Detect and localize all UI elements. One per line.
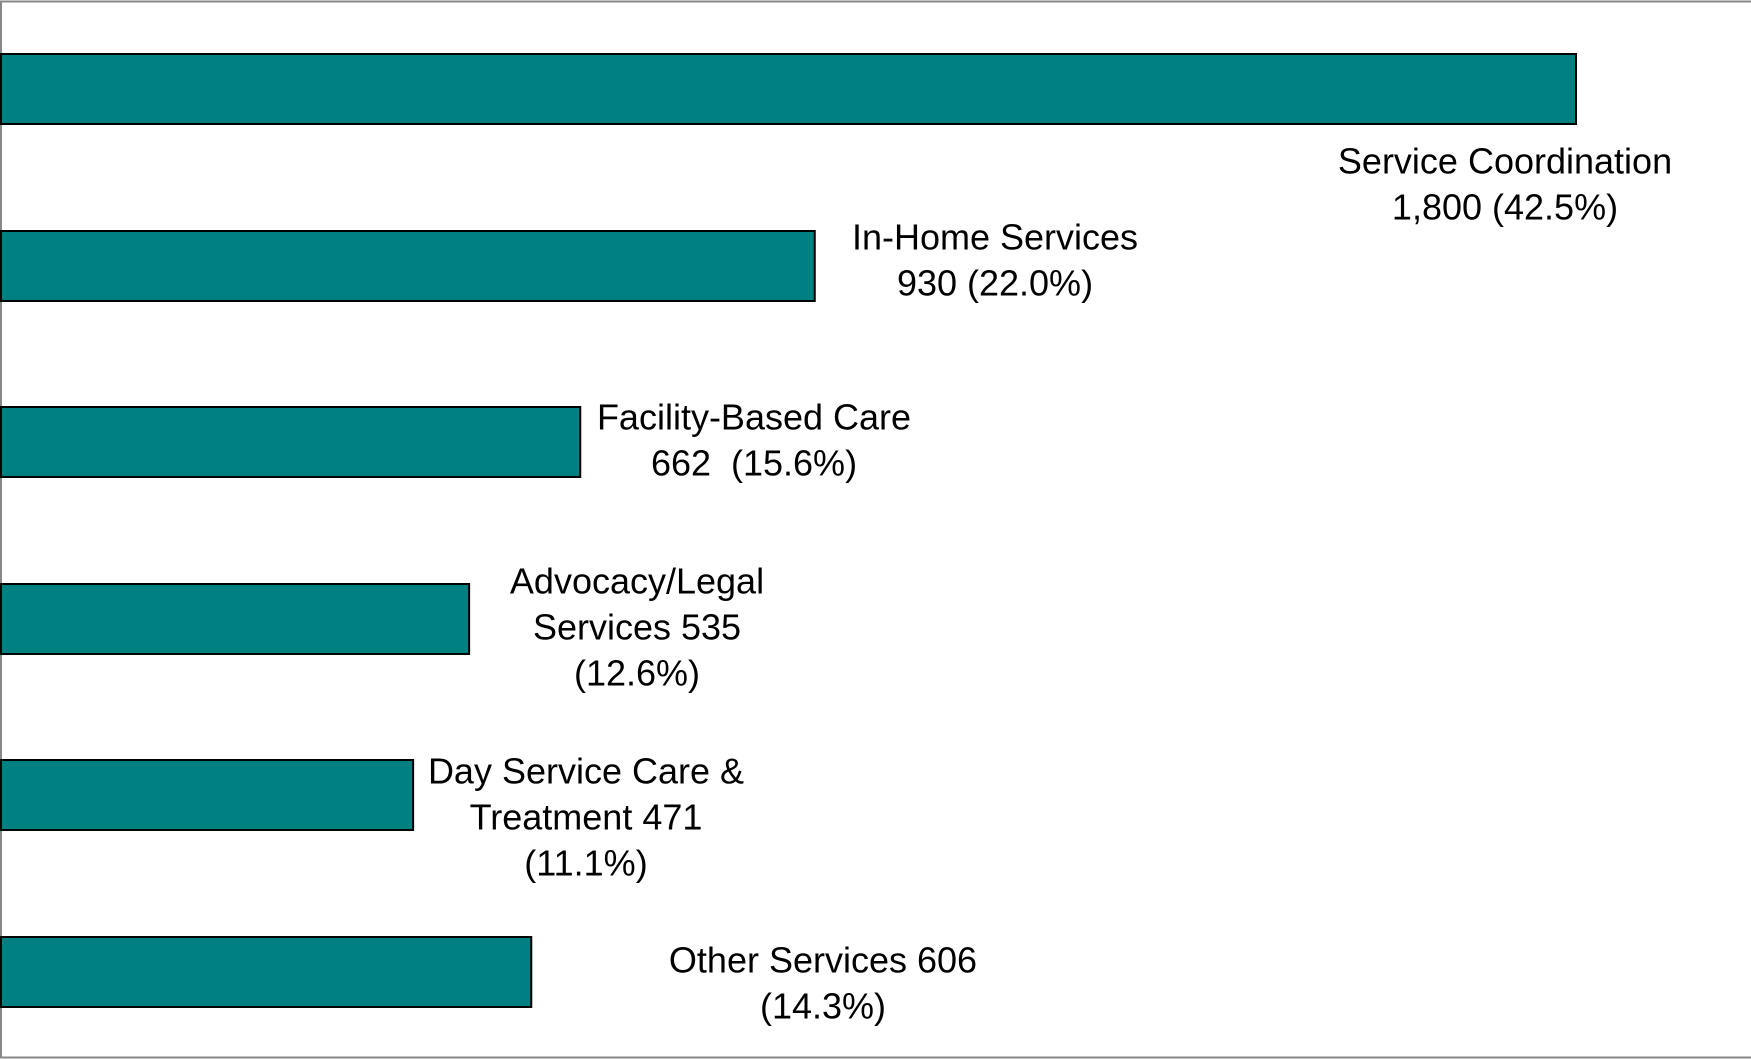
data-label: Advocacy/Legal <box>510 561 764 602</box>
data-label: Service Coordination <box>1338 141 1672 182</box>
bar <box>0 230 816 302</box>
bar <box>0 936 533 1008</box>
data-label: 662 (15.6%) <box>651 443 857 484</box>
data-label: 1,800 (42.5%) <box>1392 187 1618 228</box>
data-label: Facility-Based Care <box>597 397 911 438</box>
data-label: (12.6%) <box>574 653 700 694</box>
data-label: (14.3%) <box>760 986 886 1027</box>
data-label: Treatment 471 <box>470 797 703 838</box>
data-label: (11.1%) <box>524 843 647 884</box>
data-label: 930 (22.0%) <box>897 263 1093 304</box>
data-label: Day Service Care & <box>428 751 744 792</box>
bar <box>0 53 1577 125</box>
data-label: Other Services 606 <box>669 940 977 981</box>
data-label: Services 535 <box>533 607 741 648</box>
bar <box>0 759 415 831</box>
bar <box>0 583 471 655</box>
data-label: In-Home Services <box>852 217 1138 258</box>
bar <box>0 406 582 478</box>
